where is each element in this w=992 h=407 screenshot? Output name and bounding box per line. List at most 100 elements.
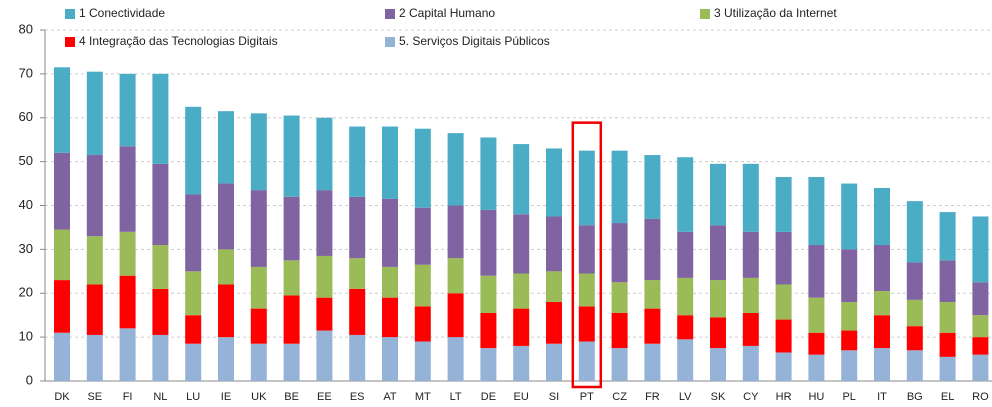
bar-segment bbox=[250, 343, 267, 381]
bar-segment bbox=[644, 308, 661, 344]
bar-segment bbox=[54, 332, 70, 381]
bar-segment bbox=[513, 144, 530, 215]
legend-label: 2 Capital Humano bbox=[399, 6, 495, 20]
bar-segment bbox=[906, 299, 923, 327]
bar-segment bbox=[906, 201, 923, 263]
x-tick-label: SE bbox=[87, 391, 102, 403]
bar-segment bbox=[775, 231, 792, 285]
x-tick-label: EU bbox=[514, 391, 529, 403]
bar-segment bbox=[480, 312, 497, 349]
bar-segment bbox=[808, 244, 825, 298]
bar-segment bbox=[644, 155, 661, 219]
x-tick-label: HR bbox=[776, 391, 792, 403]
bar-segment bbox=[972, 354, 989, 381]
bar-segment bbox=[742, 312, 759, 346]
x-tick-label: MT bbox=[415, 391, 431, 403]
bar-segment bbox=[54, 67, 70, 153]
x-tick-label: CZ bbox=[612, 391, 627, 403]
bar-segment bbox=[546, 271, 562, 303]
legend-label: 4 Integração das Tecnologias Digitais bbox=[79, 34, 278, 48]
bar-segment bbox=[808, 354, 825, 381]
x-tick-label: SK bbox=[711, 391, 726, 403]
bar-segment bbox=[185, 315, 202, 344]
bar-segment bbox=[54, 152, 70, 230]
x-tick-label: IE bbox=[221, 391, 231, 403]
x-tick-label: HU bbox=[808, 391, 824, 403]
bar-segment bbox=[382, 126, 398, 199]
bar-segment bbox=[710, 225, 726, 281]
bar-segment bbox=[644, 280, 661, 309]
x-tick-label: DK bbox=[54, 391, 70, 403]
bar-segment bbox=[742, 163, 759, 232]
bar-segment bbox=[349, 196, 366, 259]
bar-segment bbox=[414, 264, 431, 307]
bar-segment bbox=[218, 284, 234, 338]
bar-segment bbox=[119, 146, 136, 232]
bar-segment bbox=[644, 218, 661, 281]
x-tick-label: DE bbox=[481, 391, 496, 403]
y-tick-label: 40 bbox=[19, 197, 33, 212]
y-tick-label: 70 bbox=[19, 65, 33, 80]
bar-segment bbox=[972, 216, 989, 283]
legend-swatch bbox=[65, 37, 75, 47]
bar-segment bbox=[382, 198, 398, 267]
bar-segment bbox=[677, 231, 694, 278]
bar-segment bbox=[218, 249, 234, 285]
legend-swatch bbox=[700, 9, 710, 19]
bar-segment bbox=[185, 343, 202, 381]
bar-segment bbox=[86, 236, 103, 285]
bar-segment bbox=[578, 225, 595, 274]
bar-segment bbox=[119, 73, 136, 147]
bar-segment bbox=[316, 297, 333, 331]
bar-segment bbox=[218, 111, 234, 184]
x-tick-label: EL bbox=[941, 391, 954, 403]
bar-segment bbox=[546, 302, 562, 344]
bar-segment bbox=[578, 306, 595, 342]
bar-segment bbox=[250, 190, 267, 267]
bar-segment bbox=[382, 266, 398, 298]
bar-segment bbox=[513, 273, 530, 309]
x-tick-label: LU bbox=[186, 391, 200, 403]
bar-segment bbox=[874, 187, 890, 245]
bar-segment bbox=[546, 216, 562, 272]
x-tick-label: AT bbox=[383, 391, 397, 403]
bar-segment bbox=[775, 176, 792, 232]
x-tick-label: BE bbox=[284, 391, 299, 403]
bar-segment bbox=[185, 194, 202, 272]
bar-segment bbox=[152, 288, 169, 335]
bar-segment bbox=[808, 176, 825, 245]
bar-segment bbox=[119, 328, 136, 381]
bar-segment bbox=[841, 302, 858, 331]
bar-segment bbox=[447, 293, 464, 338]
bar-segment bbox=[611, 282, 628, 313]
legend-swatch bbox=[385, 37, 395, 47]
bar-segment bbox=[283, 115, 300, 197]
bar-segment bbox=[119, 231, 136, 276]
bar-segment bbox=[611, 150, 628, 224]
bar-segment bbox=[775, 319, 792, 353]
x-tick-label: LV bbox=[679, 391, 692, 403]
bar-segment bbox=[414, 128, 431, 208]
y-tick-label: 60 bbox=[19, 109, 33, 124]
bar-segment bbox=[480, 275, 497, 313]
bar-segment bbox=[939, 356, 956, 381]
x-tick-label: CY bbox=[743, 391, 759, 403]
bar-segment bbox=[710, 163, 726, 226]
bar-segment bbox=[808, 297, 825, 333]
bar-segment bbox=[611, 223, 628, 283]
highlight-box bbox=[571, 121, 603, 389]
bar-segment bbox=[677, 315, 694, 340]
bar-segment bbox=[382, 337, 398, 381]
y-tick-label: 30 bbox=[19, 241, 33, 256]
bar-segment bbox=[841, 350, 858, 381]
bar-segment bbox=[480, 209, 497, 276]
bar-segment bbox=[218, 183, 234, 250]
x-tick-label: PT bbox=[580, 391, 594, 403]
bar-segment bbox=[185, 106, 202, 195]
bar-segment bbox=[283, 343, 300, 381]
bar-segment bbox=[874, 291, 890, 316]
x-tick-label: RO bbox=[972, 391, 989, 403]
bar-segment bbox=[86, 284, 103, 335]
bar-segment bbox=[546, 148, 562, 217]
x-tick-label: LT bbox=[450, 391, 462, 403]
